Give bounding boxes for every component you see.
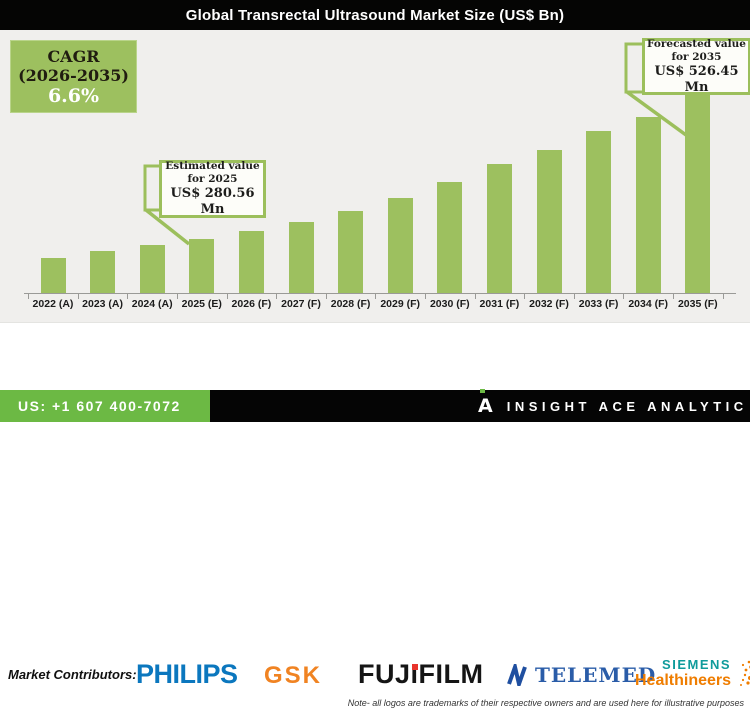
estimated-callout-line2: for 2025 [188, 173, 238, 186]
cagr-badge: CAGR (2026-2035) 6.6% [10, 40, 137, 113]
forecasted-callout-line1: Forecasted value [647, 38, 746, 51]
x-axis-label: 2034 (F) [623, 298, 673, 312]
healthineers-text: Healthineers [635, 672, 731, 690]
x-axis-label: 2030 (F) [425, 298, 475, 312]
forecasted-callout-line2: for 2035 [672, 51, 722, 64]
x-axis-tick [326, 294, 327, 299]
title-bar: Global Transrectal Ultrasound Market Siz… [0, 0, 750, 30]
forecasted-callout-value: US$ 526.45 Mn [645, 64, 748, 96]
x-axis-tick [524, 294, 525, 299]
bar-2023-a [90, 251, 115, 293]
x-axis-tick [425, 294, 426, 299]
brand-name: INSIGHT ACE ANALYTIC [507, 399, 748, 414]
x-axis-tick [623, 294, 624, 299]
x-axis-line [24, 293, 736, 294]
forecasted-value-callout: Forecasted value for 2035 US$ 526.45 Mn [642, 38, 750, 95]
x-axis-label: 2022 (A) [28, 298, 78, 312]
bar-2032-f [537, 150, 562, 293]
bar-2035-f [685, 94, 710, 293]
philips-logo: PHILIPS [136, 659, 238, 690]
x-axis-tick [276, 294, 277, 299]
x-axis-tick [78, 294, 79, 299]
bar-2026-f [239, 231, 264, 293]
market-contributors-label: Market Contributors: [8, 667, 137, 682]
x-axis-label: 2028 (F) [326, 298, 376, 312]
trademark-note: Note- all logos are trademarks of their … [348, 698, 744, 708]
chart-area: CAGR (2026-2035) 6.6% 2022 (A)2023 (A)20… [0, 30, 750, 322]
fujifilm-red-dot-icon [412, 664, 418, 670]
cagr-period: (2026-2035) [18, 66, 129, 85]
bar-2030-f [437, 182, 462, 293]
x-axis-tick [177, 294, 178, 299]
x-axis-label: 2033 (F) [574, 298, 624, 312]
healthineers-dots-icon [734, 658, 750, 690]
bar-2028-f [338, 211, 363, 293]
fujifilm-text-post: FILM [419, 659, 484, 689]
telemed-zigzag-icon [505, 664, 531, 686]
bar-2034-f [636, 117, 661, 293]
bar-2027-f [289, 222, 314, 293]
fujifilm-i-letter: ı [411, 659, 419, 690]
insight-ace-logo-icon: A [478, 397, 493, 416]
x-axis-tick [375, 294, 376, 299]
x-axis-tick [475, 294, 476, 299]
x-axis-label: 2025 (E) [177, 298, 227, 312]
bar-2022-a [41, 258, 66, 293]
estimated-callout-line1: Estimated value [165, 160, 259, 173]
phone-number: US: +1 607 400-7072 [18, 398, 181, 414]
x-axis-label: 2024 (A) [127, 298, 177, 312]
siemens-text: SIEMENS [662, 657, 731, 672]
fujifilm-text-pre: FUJ [358, 659, 411, 689]
bar-2024-a [140, 245, 165, 293]
x-axis-label: 2027 (F) [276, 298, 326, 312]
bar-2033-f [586, 131, 611, 293]
x-axis-label: 2026 (F) [227, 298, 277, 312]
siemens-healthineers-logo: SIEMENS Healthineers [635, 657, 750, 690]
x-axis-tick [227, 294, 228, 299]
estimated-callout-value: US$ 280.56 Mn [162, 186, 263, 218]
bar-2029-f [388, 198, 413, 293]
page-title: Global Transrectal Ultrasound Market Siz… [186, 7, 564, 24]
estimated-value-callout: Estimated value for 2025 US$ 280.56 Mn [159, 160, 266, 218]
footer-phone-block: US: +1 607 400-7072 [0, 390, 210, 422]
x-axis-tick [723, 294, 724, 299]
x-axis-tick [574, 294, 575, 299]
footer-brand-block: A INSIGHT ACE ANALYTIC [210, 390, 750, 422]
x-axis-label: 2029 (F) [375, 298, 425, 312]
telemed-logo: TELEMED [505, 663, 656, 687]
bar-2031-f [487, 164, 512, 293]
x-axis-tick [28, 294, 29, 299]
bar-2025-e [189, 239, 214, 293]
footer-bar: US: +1 607 400-7072 A INSIGHT ACE ANALYT… [0, 390, 750, 422]
x-axis-label: 2035 (F) [673, 298, 723, 312]
x-axis-label: 2032 (F) [524, 298, 574, 312]
x-axis-label: 2023 (A) [78, 298, 128, 312]
cagr-label: CAGR [47, 47, 99, 66]
x-axis-label: 2031 (F) [475, 298, 525, 312]
x-axis-tick [127, 294, 128, 299]
cagr-value: 6.6% [48, 85, 99, 107]
gsk-logo: GSK [264, 662, 322, 690]
brand-accent-square [480, 389, 485, 393]
x-axis-tick [673, 294, 674, 299]
